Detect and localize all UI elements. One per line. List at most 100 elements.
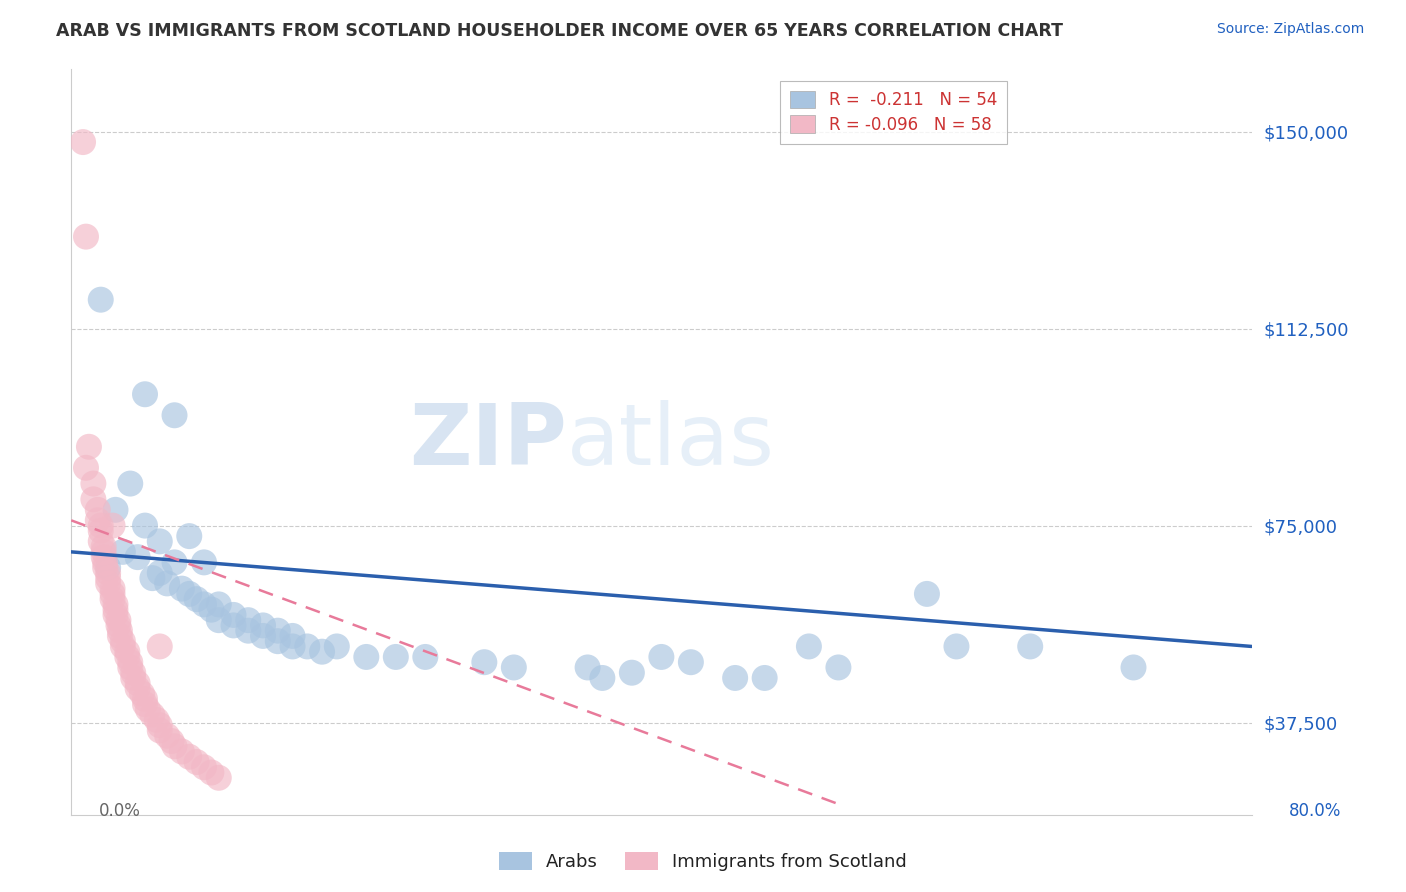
Point bbox=[90, 518, 112, 533]
Point bbox=[200, 765, 222, 780]
Point bbox=[134, 387, 156, 401]
Point bbox=[238, 624, 260, 638]
Point bbox=[149, 723, 172, 738]
Point bbox=[267, 624, 290, 638]
Point bbox=[141, 707, 163, 722]
Point bbox=[97, 560, 120, 574]
Point bbox=[136, 702, 159, 716]
Point bbox=[101, 518, 124, 533]
Text: ZIP: ZIP bbox=[409, 400, 567, 483]
Point bbox=[117, 645, 139, 659]
Point bbox=[90, 293, 112, 307]
Point bbox=[93, 550, 115, 565]
Point bbox=[120, 655, 142, 669]
Point bbox=[82, 476, 104, 491]
Point bbox=[179, 749, 201, 764]
Legend: R =  -0.211   N = 54, R = -0.096   N = 58: R = -0.211 N = 54, R = -0.096 N = 58 bbox=[780, 80, 1007, 144]
Point bbox=[122, 665, 145, 680]
Point bbox=[163, 739, 186, 754]
Point bbox=[326, 640, 349, 654]
Point bbox=[160, 734, 183, 748]
Point bbox=[101, 582, 124, 596]
Point bbox=[111, 634, 134, 648]
Point bbox=[104, 602, 127, 616]
Point bbox=[200, 602, 222, 616]
Point bbox=[127, 676, 149, 690]
Point bbox=[108, 624, 131, 638]
Point bbox=[134, 692, 156, 706]
Point bbox=[93, 540, 115, 554]
Point bbox=[356, 649, 378, 664]
Point bbox=[111, 640, 134, 654]
Point bbox=[170, 582, 193, 596]
Point bbox=[179, 587, 201, 601]
Point bbox=[311, 645, 333, 659]
Point bbox=[827, 660, 849, 674]
Point bbox=[111, 545, 134, 559]
Point bbox=[222, 607, 245, 622]
Point bbox=[149, 718, 172, 732]
Point bbox=[97, 566, 120, 580]
Point bbox=[193, 760, 215, 774]
Point bbox=[267, 634, 290, 648]
Point bbox=[297, 640, 319, 654]
Point bbox=[156, 729, 179, 743]
Point bbox=[193, 555, 215, 569]
Point bbox=[134, 697, 156, 711]
Point bbox=[620, 665, 643, 680]
Point bbox=[797, 640, 820, 654]
Point bbox=[208, 613, 231, 627]
Point bbox=[472, 655, 495, 669]
Point bbox=[94, 555, 117, 569]
Point bbox=[122, 671, 145, 685]
Point bbox=[134, 518, 156, 533]
Point bbox=[679, 655, 702, 669]
Point bbox=[104, 607, 127, 622]
Point bbox=[107, 618, 129, 632]
Point bbox=[93, 545, 115, 559]
Legend: Arabs, Immigrants from Scotland: Arabs, Immigrants from Scotland bbox=[492, 845, 914, 879]
Point bbox=[146, 713, 169, 727]
Point bbox=[94, 560, 117, 574]
Text: atlas: atlas bbox=[567, 400, 775, 483]
Point bbox=[90, 534, 112, 549]
Point bbox=[87, 513, 110, 527]
Text: Source: ZipAtlas.com: Source: ZipAtlas.com bbox=[1216, 22, 1364, 37]
Point bbox=[120, 476, 142, 491]
Text: 80.0%: 80.0% bbox=[1288, 802, 1341, 820]
Point bbox=[156, 576, 179, 591]
Point bbox=[141, 571, 163, 585]
Text: 0.0%: 0.0% bbox=[98, 802, 141, 820]
Point bbox=[252, 618, 274, 632]
Point bbox=[87, 503, 110, 517]
Point bbox=[281, 640, 304, 654]
Text: ARAB VS IMMIGRANTS FROM SCOTLAND HOUSEHOLDER INCOME OVER 65 YEARS CORRELATION CH: ARAB VS IMMIGRANTS FROM SCOTLAND HOUSEHO… bbox=[56, 22, 1063, 40]
Point bbox=[117, 649, 139, 664]
Point bbox=[97, 571, 120, 585]
Point bbox=[107, 613, 129, 627]
Point bbox=[163, 409, 186, 423]
Point bbox=[252, 629, 274, 643]
Point bbox=[104, 598, 127, 612]
Point bbox=[208, 771, 231, 785]
Point bbox=[502, 660, 524, 674]
Point bbox=[149, 534, 172, 549]
Point bbox=[724, 671, 747, 685]
Point bbox=[104, 503, 127, 517]
Point bbox=[650, 649, 672, 664]
Point bbox=[576, 660, 599, 674]
Point bbox=[415, 649, 437, 664]
Point bbox=[385, 649, 408, 664]
Point bbox=[222, 618, 245, 632]
Point bbox=[77, 440, 100, 454]
Point bbox=[108, 629, 131, 643]
Point bbox=[1019, 640, 1042, 654]
Point bbox=[72, 135, 94, 149]
Point bbox=[179, 529, 201, 543]
Point bbox=[945, 640, 967, 654]
Point bbox=[754, 671, 776, 685]
Point bbox=[101, 587, 124, 601]
Point bbox=[75, 229, 97, 244]
Point bbox=[170, 745, 193, 759]
Point bbox=[127, 550, 149, 565]
